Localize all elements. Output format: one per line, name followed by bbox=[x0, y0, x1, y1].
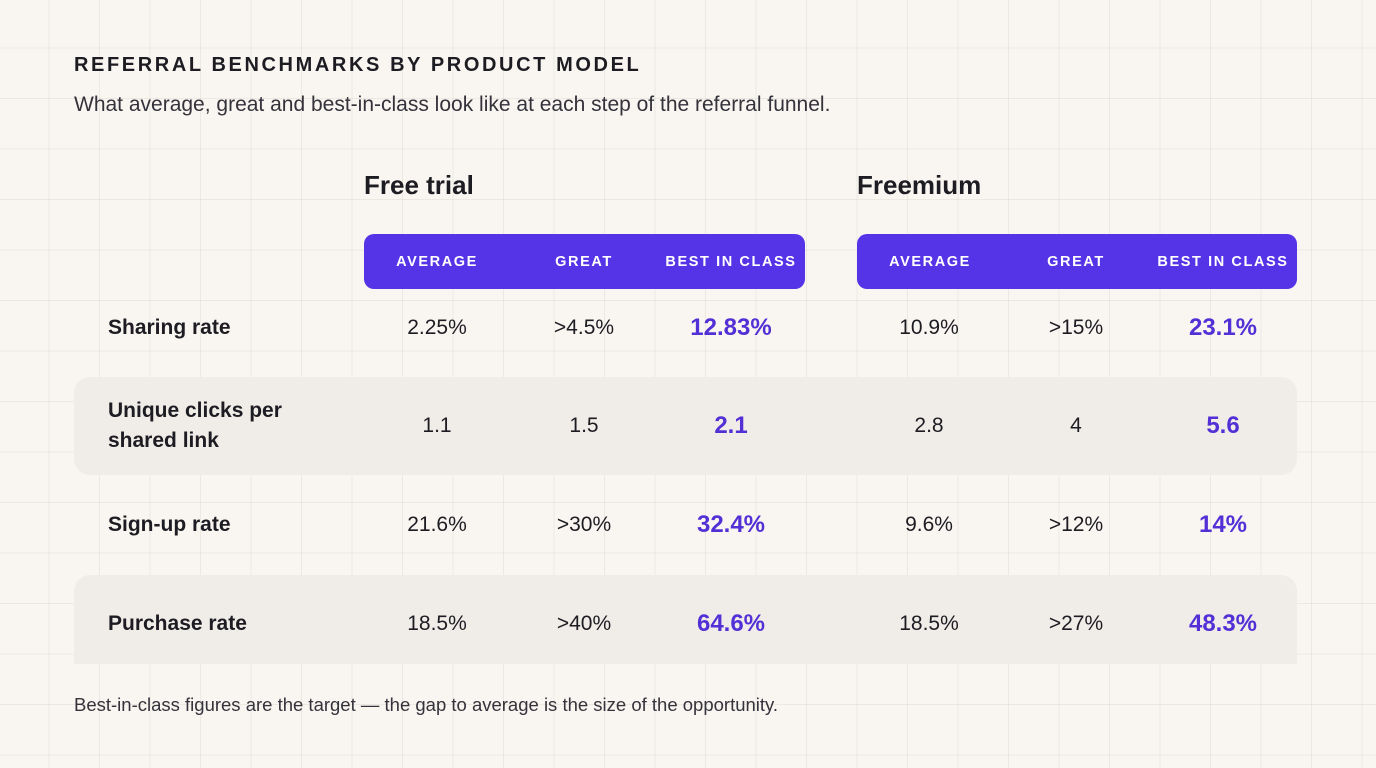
group-title-freemium: Freemium bbox=[857, 170, 982, 200]
free-trial-average-value: 2.25% bbox=[407, 316, 467, 339]
freemium-best-in-class-value: 5.6 bbox=[1206, 412, 1240, 439]
table-row-purchase-rate: Purchase rate 18.5% >40% 64.6% 18.5% >27… bbox=[74, 575, 1297, 664]
table-row-sharing-rate: Sharing rate 2.25% >4.5% 12.83% 10.9% >1… bbox=[74, 279, 1297, 377]
freemium-average-value: 10.9% bbox=[899, 316, 959, 339]
column-header-best-in-class: BEST IN CLASS bbox=[1157, 253, 1289, 270]
table-row-sign-up-rate: Sign-up rate 21.6% >30% 32.4% 9.6% >12% … bbox=[74, 476, 1297, 574]
free-trial-great-value: 1.5 bbox=[569, 414, 599, 437]
table-row-unique-clicks: Unique clicks per shared link 1.1 1.5 2.… bbox=[74, 377, 1297, 475]
freemium-best-in-class-value: 23.1% bbox=[1188, 314, 1258, 341]
column-header-great: GREAT bbox=[1047, 253, 1105, 270]
column-header-average: AVERAGE bbox=[396, 253, 478, 270]
free-trial-average-value: 21.6% bbox=[407, 513, 467, 536]
row-label: Sign-up rate bbox=[108, 513, 231, 536]
free-trial-great-value: >30% bbox=[556, 513, 612, 536]
free-trial-best-in-class-value: 32.4% bbox=[696, 511, 766, 538]
freemium-great-value: 4 bbox=[1070, 414, 1082, 437]
row-label: Sharing rate bbox=[108, 316, 231, 339]
free-trial-great-value: >4.5% bbox=[553, 316, 615, 339]
footnote: Best-in-class figures are the target — t… bbox=[74, 694, 779, 715]
free-trial-best-in-class-value: 2.1 bbox=[714, 412, 748, 439]
free-trial-best-in-class-value: 64.6% bbox=[696, 610, 766, 637]
free-trial-average-value: 1.1 bbox=[422, 414, 452, 437]
freemium-average-value: 18.5% bbox=[899, 612, 959, 635]
row-label: Unique clicks per shared link bbox=[108, 399, 282, 452]
free-trial-best-in-class-value: 12.83% bbox=[690, 314, 772, 341]
freemium-average-value: 9.6% bbox=[905, 513, 953, 536]
page-subtitle: What average, great and best-in-class lo… bbox=[74, 93, 831, 116]
column-header-best-in-class: BEST IN CLASS bbox=[665, 253, 797, 270]
free-trial-average-value: 18.5% bbox=[407, 612, 467, 635]
freemium-header-bar: AVERAGE GREAT BEST IN CLASS bbox=[857, 234, 1297, 289]
freemium-great-value: >15% bbox=[1048, 316, 1104, 339]
page-eyebrow-title: REFERRAL BENCHMARKS BY PRODUCT MODEL bbox=[74, 54, 642, 76]
freemium-great-value: >12% bbox=[1048, 513, 1104, 536]
freemium-great-value: >27% bbox=[1048, 612, 1104, 635]
freemium-best-in-class-value: 14% bbox=[1198, 511, 1248, 538]
free-trial-header-bar: AVERAGE GREAT BEST IN CLASS bbox=[364, 234, 805, 289]
freemium-average-value: 2.8 bbox=[914, 414, 944, 437]
column-header-great: GREAT bbox=[555, 253, 613, 270]
group-title-free-trial: Free trial bbox=[364, 170, 474, 200]
row-label: Purchase rate bbox=[108, 612, 247, 635]
free-trial-great-value: >40% bbox=[556, 612, 612, 635]
column-header-average: AVERAGE bbox=[889, 253, 971, 270]
freemium-best-in-class-value: 48.3% bbox=[1188, 610, 1258, 637]
